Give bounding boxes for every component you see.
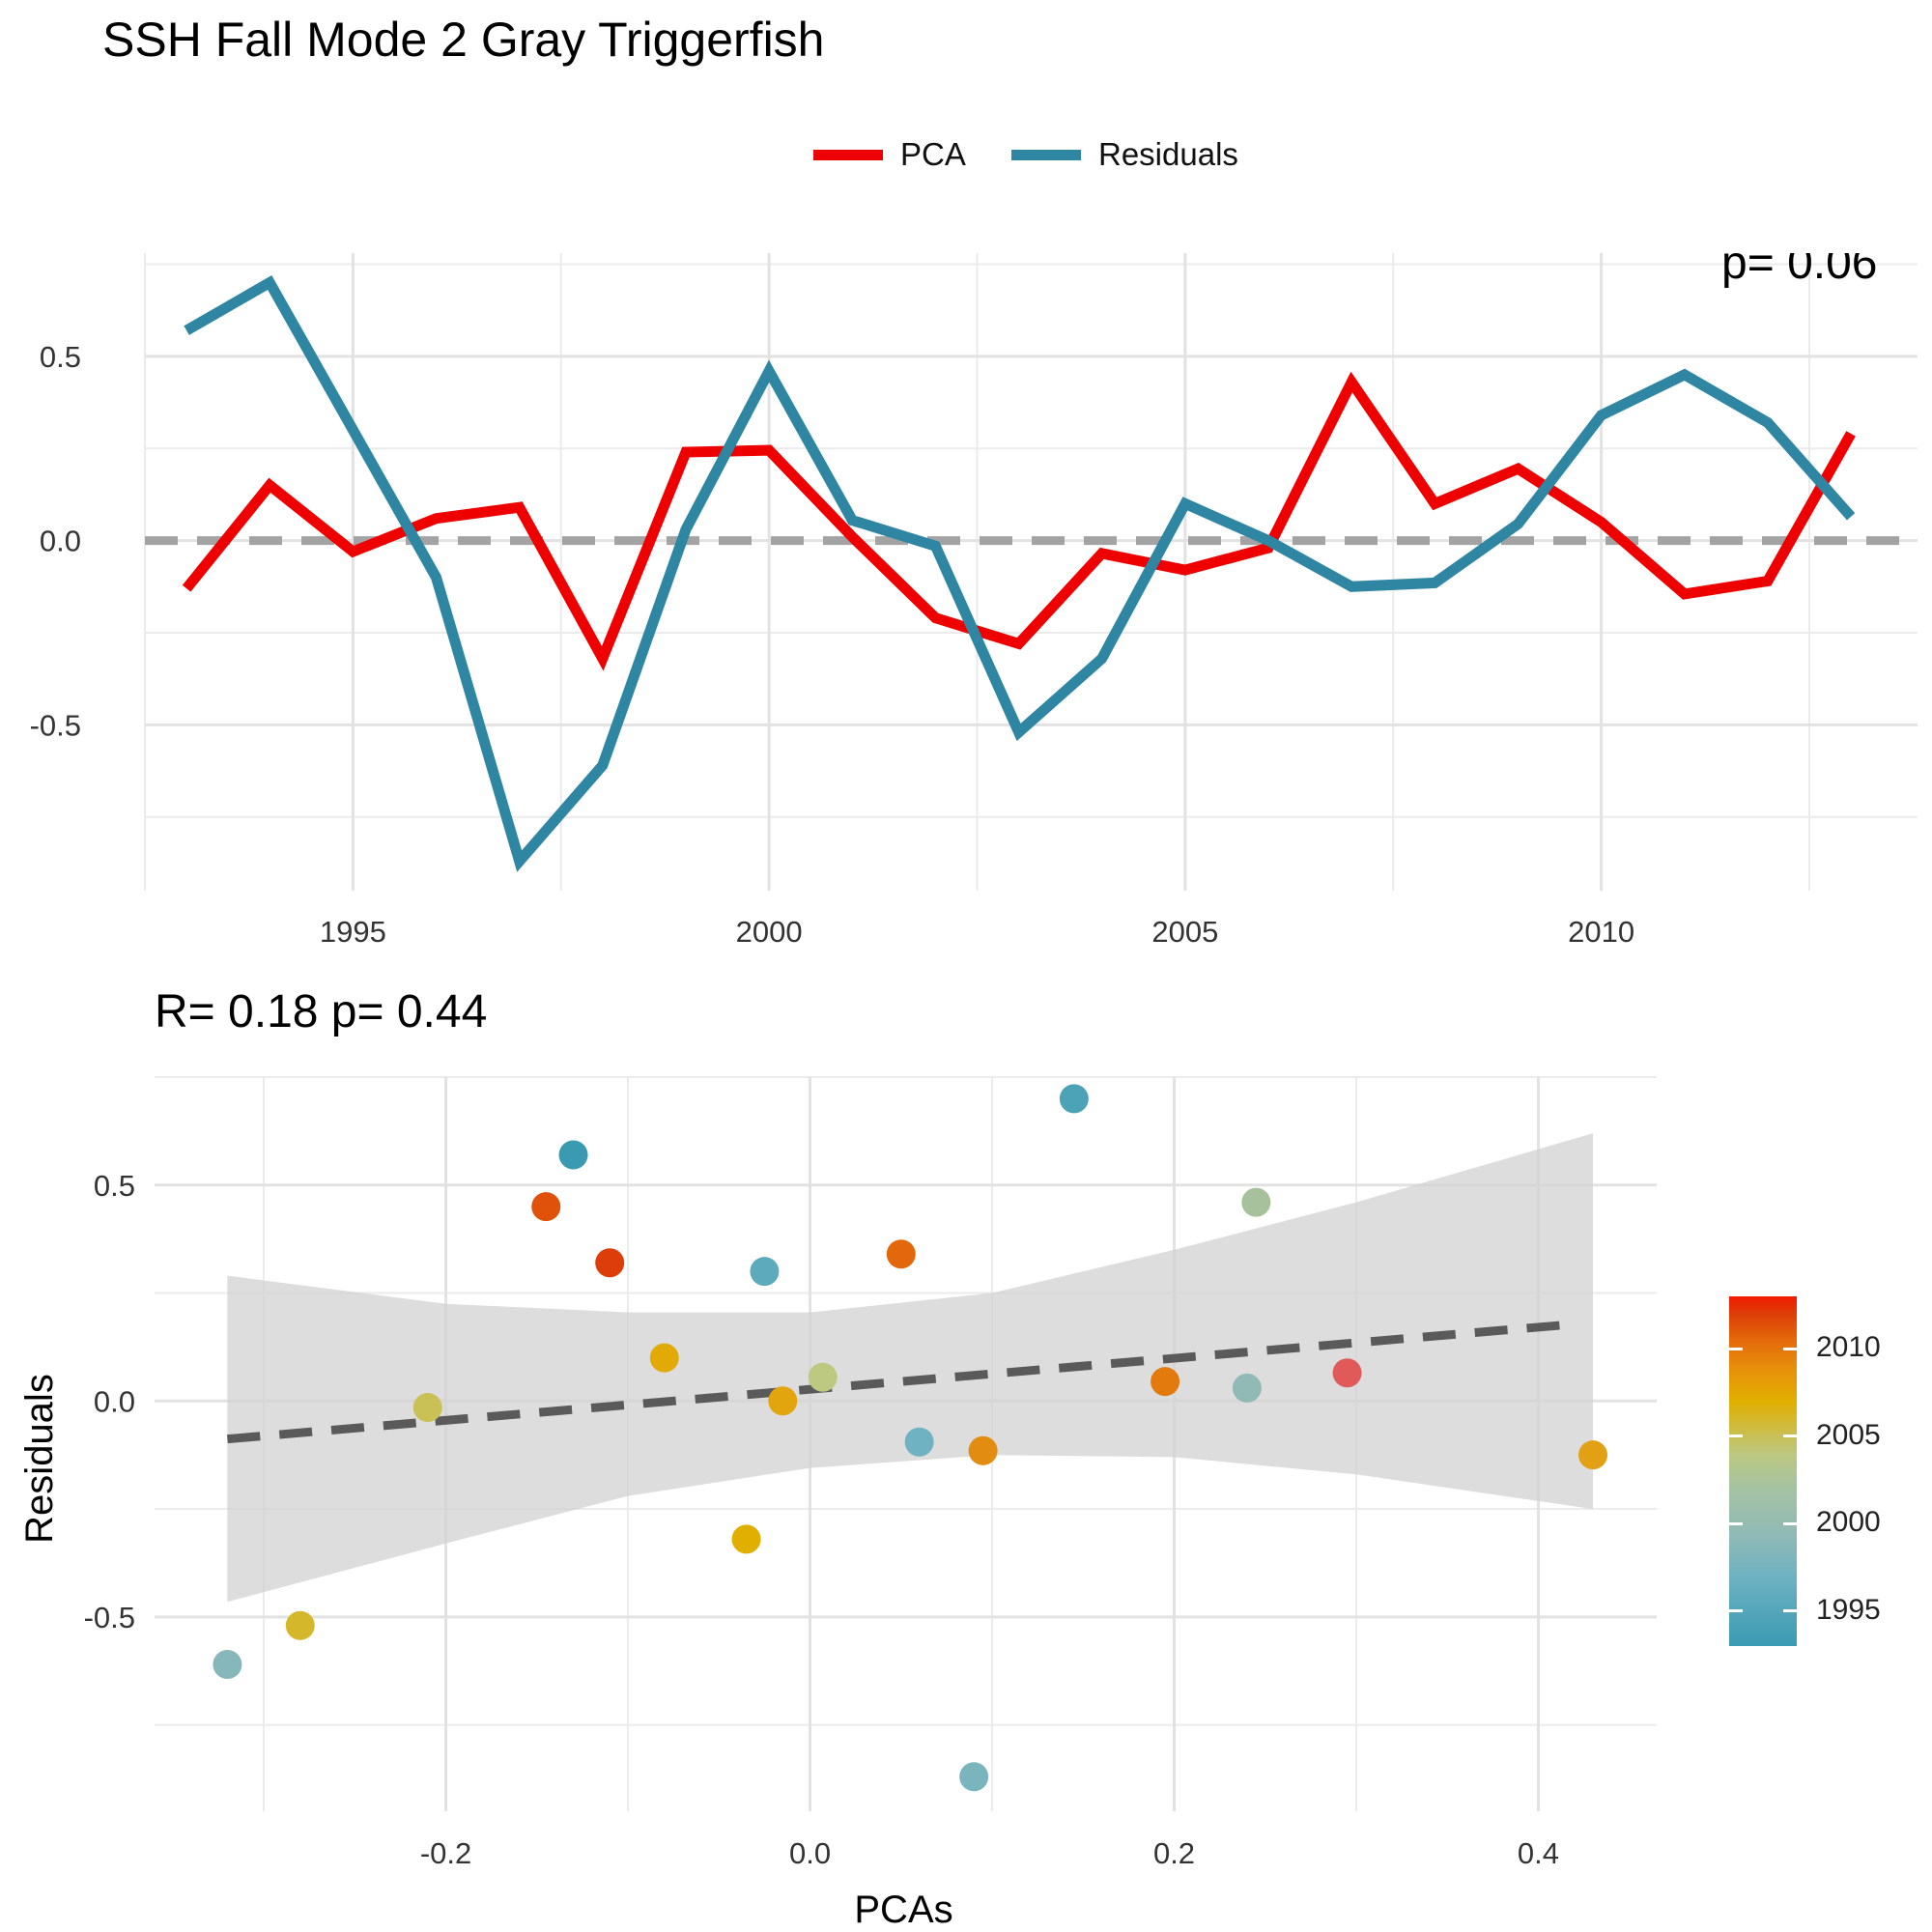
scatter-point	[412, 1393, 442, 1422]
colorbar-tick-right	[1783, 1435, 1797, 1438]
scatter-point	[558, 1140, 588, 1170]
y-tick-label: -0.5	[84, 1601, 135, 1634]
correlation-subtitle: R= 0.18 p= 0.44	[155, 986, 488, 1037]
y-tick-label: 0.5	[94, 1169, 135, 1203]
confidence-band	[227, 1133, 1593, 1603]
x-tick-label: -0.2	[420, 1836, 471, 1870]
scatter-point	[750, 1257, 780, 1287]
y-tick-label: 0.0	[94, 1384, 135, 1418]
series-line-residuals	[184, 274, 1856, 872]
colorbar-tick-left	[1729, 1435, 1743, 1438]
chart-title: SSH Fall Mode 2 Gray Triggerfish	[102, 13, 825, 67]
colorbar-tick-label: 1995	[1816, 1593, 1881, 1626]
x-axis-title: PCAs	[854, 1889, 952, 1931]
legend-key-residuals	[1011, 149, 1081, 160]
x-tick-label: 2010	[1568, 915, 1634, 949]
scatter-point	[1232, 1373, 1262, 1403]
scatter-point	[808, 1362, 838, 1392]
scatter-point	[1059, 1084, 1089, 1114]
x-tick-label: 0.0	[789, 1836, 831, 1870]
scatter-point	[768, 1386, 798, 1416]
legend-label-pca: PCA	[900, 136, 966, 172]
x-tick-label: 2000	[736, 915, 803, 949]
year-colorbar	[1729, 1296, 1797, 1646]
x-tick-label: 1995	[320, 915, 386, 949]
scatter-point	[731, 1524, 761, 1554]
scatter-point	[285, 1610, 315, 1640]
time-series-plot: 1995 2000 2005 2010 -0.5 0.0 0.5 p= 0.06	[30, 238, 1918, 949]
y-tick-label: 0.0	[40, 525, 81, 558]
scatter-point	[1241, 1187, 1271, 1217]
y-tick-label: -0.5	[30, 708, 81, 742]
legend: PCA Residuals	[0, 126, 1932, 184]
legend-item-residuals: Residuals	[1011, 126, 1238, 184]
x-tick-label: 2005	[1151, 915, 1218, 949]
x-tick-label: 0.4	[1518, 1836, 1559, 1870]
colorbar-tick-label: 2000	[1816, 1506, 1881, 1539]
colorbar-tick-left	[1729, 1609, 1743, 1613]
scatter-point	[1332, 1358, 1362, 1388]
series-line-pca	[182, 371, 1856, 671]
colorbar-tick-right	[1783, 1609, 1797, 1613]
scatter-point	[649, 1343, 679, 1373]
p-value-annotation: p= 0.06	[1721, 238, 1877, 289]
legend-label-residuals: Residuals	[1098, 136, 1238, 172]
colorbar-tick-left	[1729, 1347, 1743, 1350]
scatter-point	[959, 1762, 989, 1792]
colorbar-tick-right	[1783, 1521, 1797, 1525]
scatter-point	[595, 1248, 625, 1278]
scatter-point	[904, 1427, 934, 1457]
regression-fit-line	[227, 1320, 1576, 1444]
scatter-point	[1578, 1440, 1608, 1470]
scatter-point	[213, 1650, 242, 1679]
colorbar-tick-label: 2010	[1816, 1331, 1881, 1364]
legend-key-pca	[813, 149, 883, 160]
colorbar-tick-left	[1729, 1521, 1743, 1525]
scatter-point	[968, 1435, 998, 1465]
y-tick-label: 0.5	[40, 340, 81, 374]
x-tick-label: 0.2	[1153, 1836, 1195, 1870]
colorbar-tick-right	[1783, 1347, 1797, 1350]
y-axis-title: Residuals	[18, 1374, 61, 1544]
scatter-point	[886, 1239, 916, 1269]
legend-item-pca: PCA	[813, 126, 966, 184]
colorbar-tick-label: 2005	[1816, 1418, 1881, 1451]
scatter-point	[1151, 1367, 1180, 1397]
scatter-point	[531, 1192, 561, 1222]
